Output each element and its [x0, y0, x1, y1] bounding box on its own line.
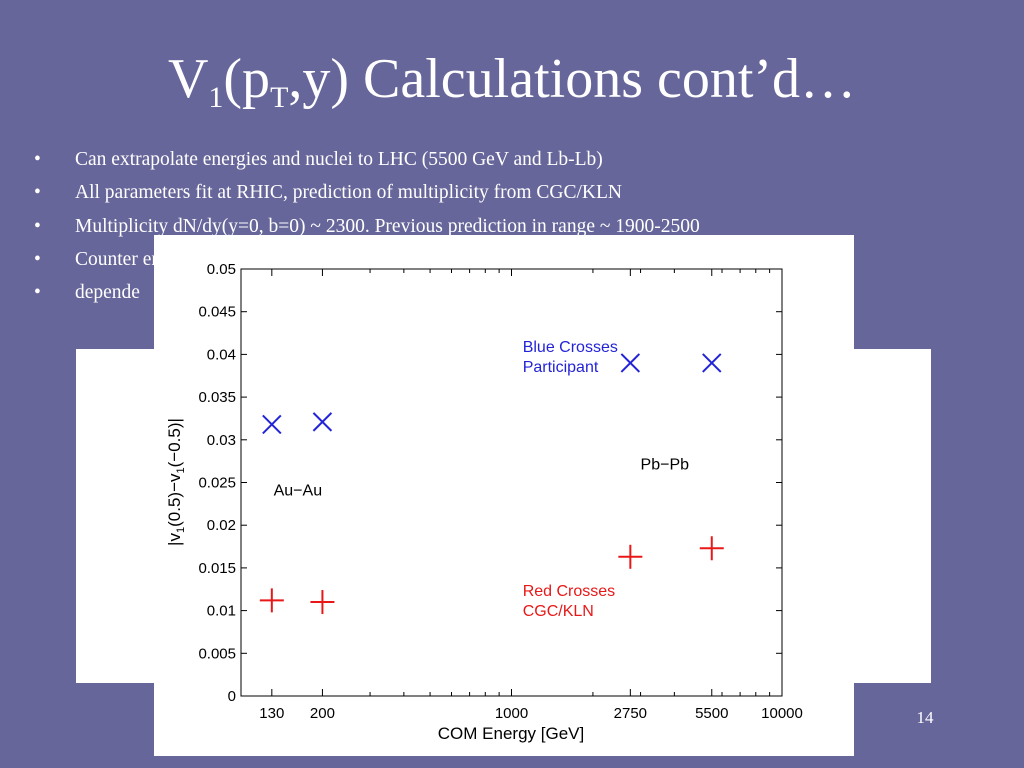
- y-tick-label: 0.02: [207, 517, 236, 534]
- y-tick-label: 0.025: [198, 475, 236, 492]
- chart-annotation: Au−Au: [274, 482, 322, 499]
- red-plus-point: [618, 544, 643, 569]
- v1-energy-chart: 0 0.005 0.01 0.015 0.02 0.025 0.03 0.035 0.04 0.0…: [165, 261, 803, 743]
- chart-annotation: Pb−Pb: [641, 457, 690, 474]
- x-tick-label: 2750: [614, 705, 647, 722]
- blue-cross-point: [702, 353, 722, 373]
- y-tick-label: 0.005: [198, 645, 236, 662]
- bullet-item: All parameters fit at RHIC, prediction o…: [34, 176, 994, 210]
- title-p: (p: [223, 48, 271, 110]
- y-axis-label: |v1(0.5)−v1(−0.5)|: [165, 418, 187, 546]
- red-plus-point: [259, 588, 284, 613]
- blue-cross-point: [312, 412, 333, 432]
- y-tick-label: 0.035: [198, 389, 236, 406]
- x-tick-label: 10000: [761, 705, 803, 722]
- title-sub-t: T: [270, 81, 289, 114]
- bullet-item: Can extrapolate energies and nuclei to L…: [34, 143, 994, 177]
- slide-title: V1(pT,y) Calculations cont’d…: [0, 44, 1024, 114]
- y-tick-label: 0: [228, 688, 236, 705]
- x-tick-label: 1000: [495, 705, 528, 722]
- y-tick-label: 0.015: [198, 560, 236, 577]
- chart-backdrop: [154, 235, 854, 756]
- bullet-item: depende: [34, 276, 994, 310]
- bullet-item: Multiplicity dN/dy(y=0, b=0) ~ 2300. Pre…: [34, 210, 994, 244]
- y-tick-label: 0.05: [207, 261, 236, 278]
- marker-stroke: [312, 412, 333, 432]
- ylabel-part: |v: [165, 533, 184, 546]
- y-tick-label: 0.03: [207, 432, 236, 449]
- slide-number: 14: [916, 708, 934, 727]
- x-tick-label: 200: [310, 705, 335, 722]
- chart-annotation: Red Crosses: [523, 583, 615, 600]
- plot-frame: [240, 268, 783, 697]
- title-v: V: [167, 48, 209, 110]
- red-plus-point: [699, 536, 724, 561]
- chart-annotation: Participant: [523, 359, 599, 376]
- y-tick-label: 0.045: [198, 304, 236, 321]
- y-tick-label: 0.01: [207, 603, 236, 620]
- bullet-list: Can extrapolate energies and nuclei to L…: [34, 143, 994, 310]
- bullet-text-continued: depende: [75, 282, 140, 304]
- x-tick-label: 130: [259, 705, 284, 722]
- ylabel-sub: 1: [175, 527, 187, 533]
- blue-cross-point: [262, 414, 282, 435]
- title-sub-1: 1: [208, 81, 224, 114]
- red-plus-point: [310, 590, 335, 615]
- y-tick-label: 0.04: [207, 346, 236, 363]
- blue-cross-point: [620, 353, 641, 373]
- svg-text:|v1(0.5)−v1(−0.5)|: |v1(0.5)−v1(−0.5)|: [165, 418, 187, 546]
- chart-annotation: CGC/KLN: [523, 603, 594, 620]
- ylabel-part: (−0.5)|: [165, 418, 184, 467]
- marker-stroke: [620, 353, 641, 373]
- x-tick-label: 5500: [695, 705, 728, 722]
- marker-stroke: [262, 414, 282, 435]
- marker-stroke: [702, 353, 722, 373]
- chart-annotation: Blue Crosses: [523, 339, 618, 356]
- ylabel-part: (0.5)−v: [165, 473, 184, 527]
- x-axis-label: COM Energy [GeV]: [438, 724, 584, 743]
- title-rest: ,y) Calculations cont’d…: [288, 48, 857, 110]
- ylabel-sub: 1: [175, 467, 187, 473]
